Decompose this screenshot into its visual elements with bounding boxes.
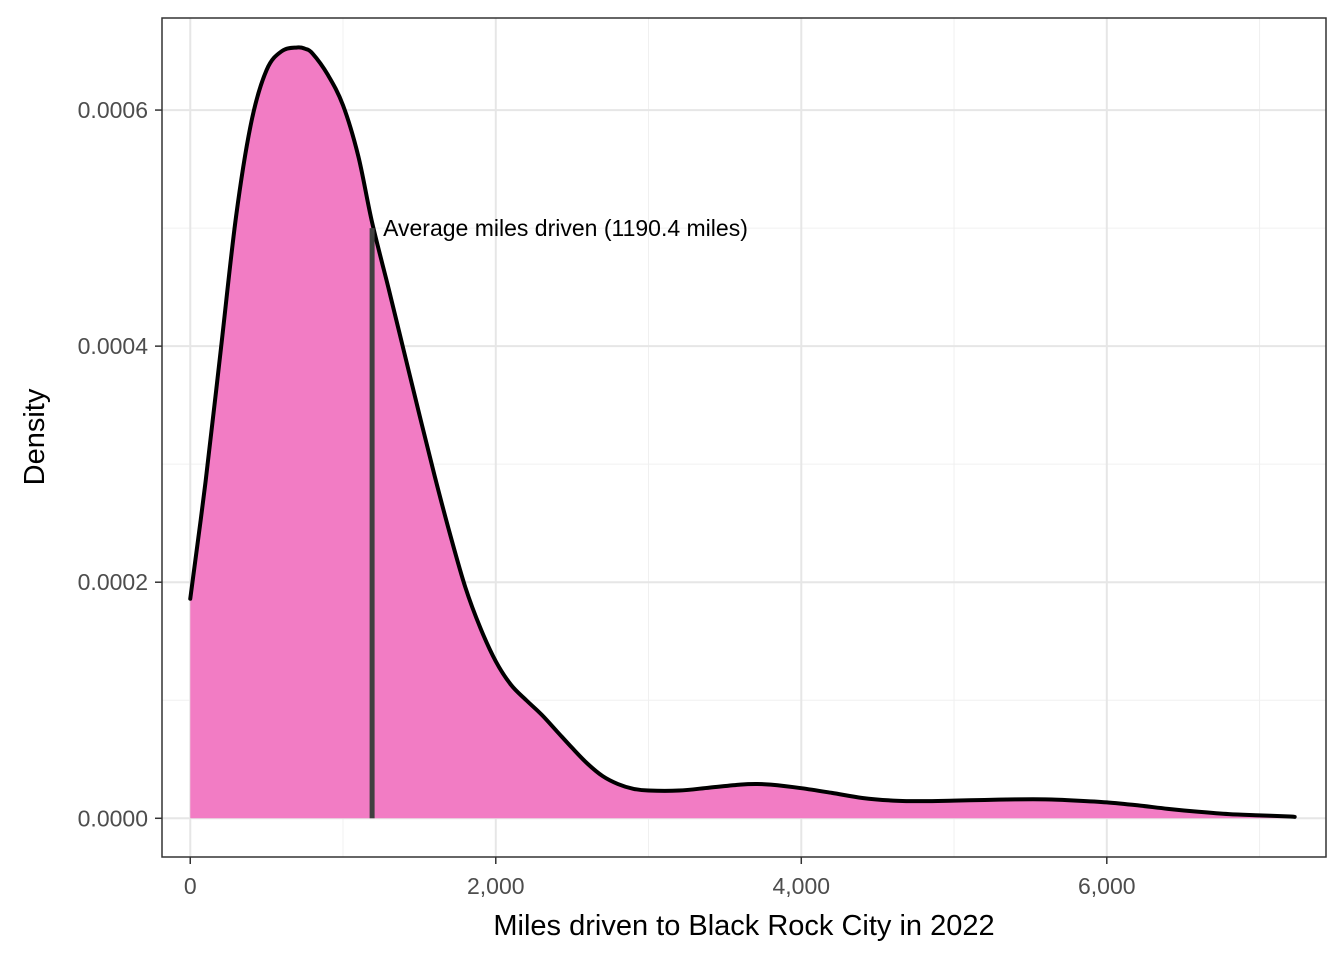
x-axis: 0 2,000 4,000 6,000 xyxy=(184,857,1136,899)
major-gridlines xyxy=(162,18,1326,857)
x-tick-label: 4,000 xyxy=(773,873,831,899)
y-tick-label: 0.0006 xyxy=(78,97,148,123)
y-tick-label: 0.0002 xyxy=(78,569,148,595)
y-tick-label: 0.0004 xyxy=(78,333,149,359)
y-axis-title: Density xyxy=(19,388,51,485)
x-tick-label: 0 xyxy=(184,873,197,899)
x-tick-label: 2,000 xyxy=(467,873,525,899)
mean-annotation: Average miles driven (1190.4 miles) xyxy=(383,215,748,241)
density-layer xyxy=(188,45,1297,819)
y-tick-label: 0.0000 xyxy=(78,805,148,831)
density-line xyxy=(188,45,1297,819)
plot-border xyxy=(161,17,1327,858)
mean-layer: Average miles driven (1190.4 miles) xyxy=(369,215,748,819)
x-axis-title: Miles driven to Black Rock City in 2022 xyxy=(493,910,994,942)
density-area xyxy=(190,47,1295,819)
y-axis: 0.0000 0.0002 0.0004 0.0006 xyxy=(78,97,162,831)
x-tick-label: 6,000 xyxy=(1078,873,1136,899)
